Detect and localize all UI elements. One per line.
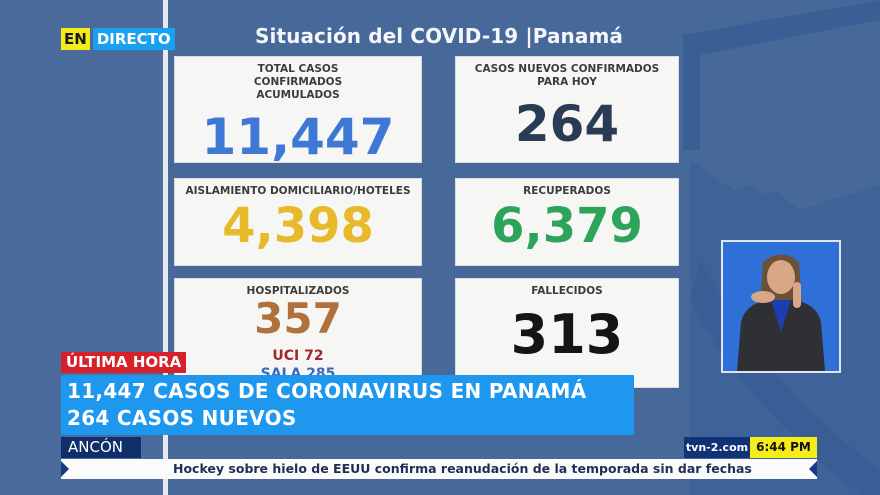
ward-count: SALA 285: [260, 366, 336, 378]
stat-value: 264: [514, 95, 620, 153]
stat-value: 6,379: [491, 198, 643, 254]
slide-title: Situación del COVID-19 |Panamá: [255, 24, 624, 48]
live-badge: EN DIRECTO: [61, 28, 175, 50]
stat-label: TOTAL CASOS CONFIRMADOS ACUMULADOS: [253, 63, 343, 101]
stat-label: HOSPITALIZADOS: [246, 285, 350, 297]
stat-card-hospitalized: HOSPITALIZADOS 357 UCI 72 SALA 285: [174, 278, 422, 378]
stat-label: RECUPERADOS: [523, 185, 611, 197]
stat-value: 313: [510, 303, 624, 366]
ticker-text: Hockey sobre hielo de EEUU confirma rean…: [173, 461, 752, 476]
news-ticker: Hockey sobre hielo de EEUU confirma rean…: [61, 459, 817, 479]
stat-label: AISLAMIENTO DOMICILIARIO/HOTELES: [185, 185, 411, 197]
stat-label: CASOS NUEVOS CONFIRMADOS PARA HOY: [474, 63, 660, 88]
location-label: ANCÓN: [61, 437, 141, 458]
ticker-arrow-left-icon: [61, 461, 69, 477]
live-badge-en: EN: [61, 28, 90, 50]
icu-count: UCI 72: [272, 348, 324, 364]
stat-value: 357: [254, 294, 342, 343]
breaking-news-label: ÚLTIMA HORA: [61, 352, 187, 373]
stat-card-recovered: RECUPERADOS 6,379: [455, 178, 679, 266]
stat-card-home-isolation: AISLAMIENTO DOMICILIARIO/HOTELES 4,398: [174, 178, 422, 266]
website-label: tvn-2.com: [684, 437, 750, 458]
stat-value: 11,447: [201, 108, 395, 163]
stat-value: 4,398: [222, 198, 374, 254]
ticker-arrow-right-icon: [809, 461, 817, 477]
headline-line-1: 11,447 CASOS DE CORONAVIRUS EN PANAMÁ: [67, 379, 587, 403]
sign-language-interpreter-video: [721, 240, 841, 373]
interpreter-figure-icon: [723, 242, 839, 371]
stat-label: FALLECIDOS: [531, 285, 603, 297]
frame-divider: [163, 0, 168, 495]
headline-banner: 11,447 CASOS DE CORONAVIRUS EN PANAMÁ 26…: [61, 375, 634, 435]
clock: 6:44 PM: [750, 437, 817, 458]
headline-line-2: 264 CASOS NUEVOS: [67, 406, 297, 430]
stat-card-new-today: CASOS NUEVOS CONFIRMADOS PARA HOY 264: [455, 56, 679, 163]
stat-card-deceased: FALLECIDOS 313: [455, 278, 679, 388]
live-badge-directo: DIRECTO: [92, 28, 175, 50]
stat-card-total: TOTAL CASOS CONFIRMADOS ACUMULADOS 11,44…: [174, 56, 422, 163]
